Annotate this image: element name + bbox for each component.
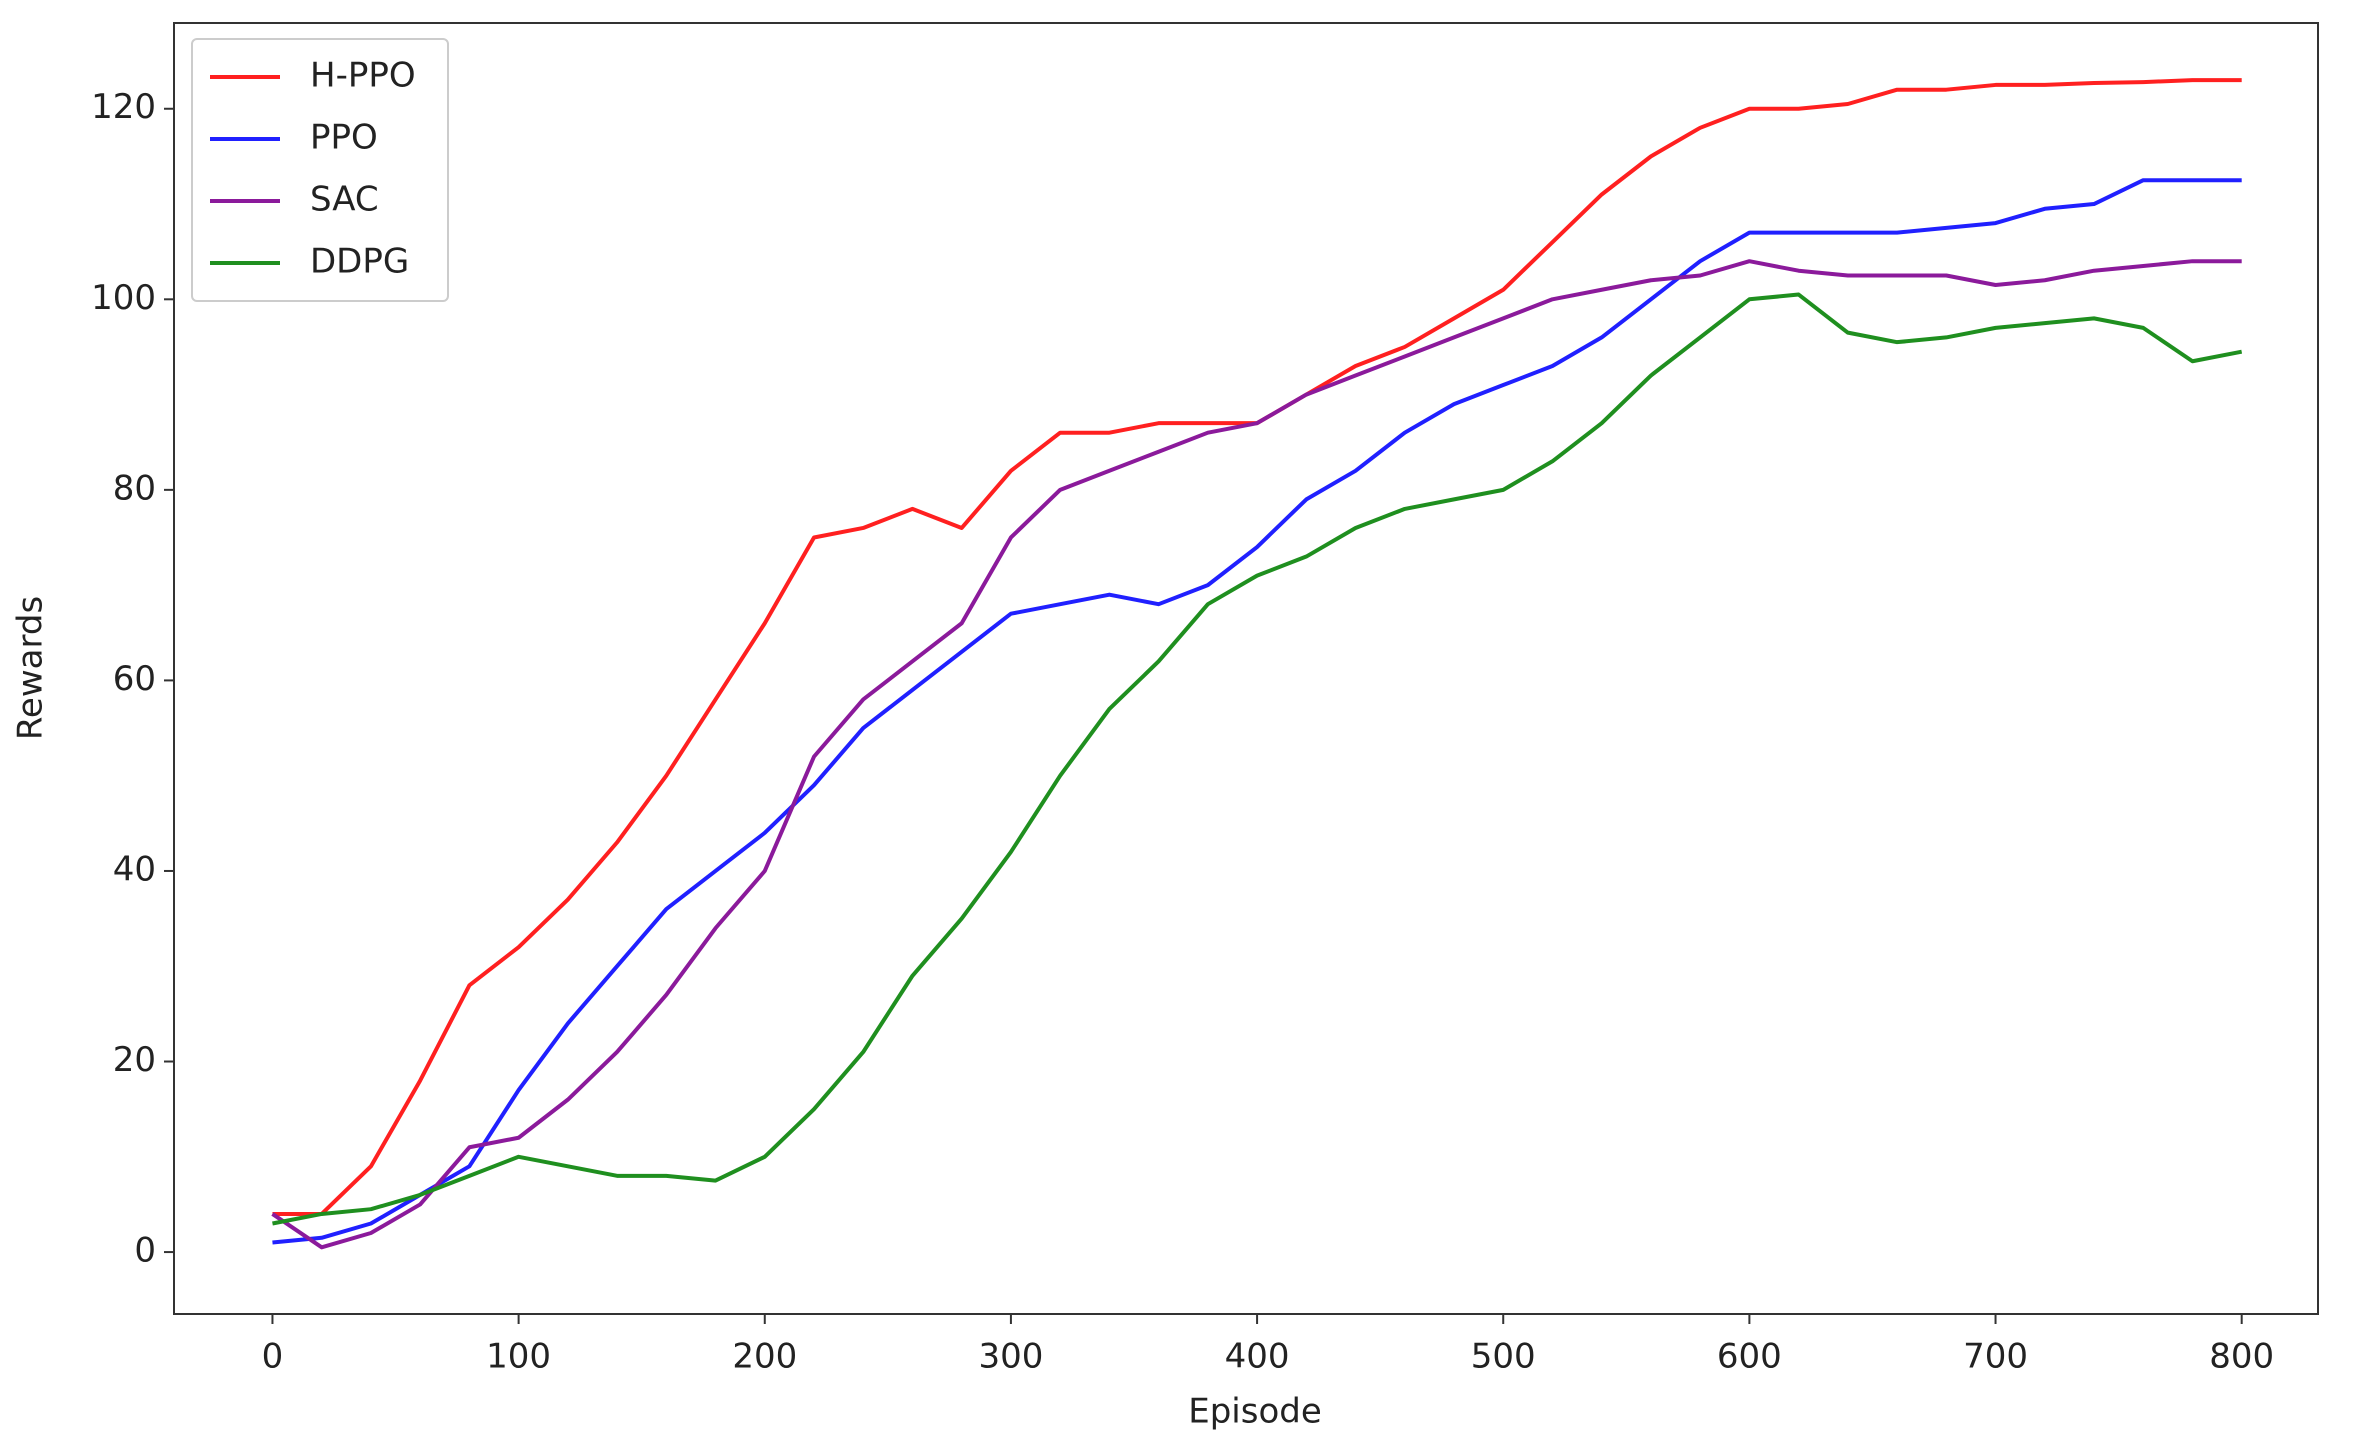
legend-label: H-PPO (310, 56, 416, 96)
legend-label: DDPG (310, 242, 409, 282)
x-tick-label: 0 (262, 1337, 284, 1377)
y-tick-label: 0 (134, 1231, 156, 1271)
y-tick-label: 20 (113, 1040, 156, 1080)
y-tick-label: 120 (91, 87, 156, 127)
x-tick-label: 300 (978, 1337, 1043, 1377)
legend-label: PPO (310, 118, 378, 158)
y-tick-label: 60 (113, 659, 156, 699)
legend-label: SAC (310, 180, 379, 220)
y-tick-label: 80 (113, 468, 156, 508)
x-tick-label: 700 (1963, 1337, 2028, 1377)
y-tick-label: 100 (91, 278, 156, 318)
y-tick-label: 40 (113, 849, 156, 889)
series-line (272, 292, 2243, 1226)
x-tick-label: 800 (2209, 1337, 2274, 1377)
legend-box (191, 38, 449, 302)
x-axis-label: Episode (1188, 1392, 1322, 1432)
series-line (271, 259, 2242, 1250)
plot-frame (173, 22, 2319, 1315)
x-tick-label: 100 (486, 1337, 551, 1377)
y-axis-label: Rewards (11, 596, 51, 740)
x-tick-label: 400 (1225, 1337, 1290, 1377)
series-line (272, 78, 2242, 1216)
x-tick-label: 200 (732, 1337, 797, 1377)
x-tick-label: 500 (1471, 1337, 1536, 1377)
series-line (272, 178, 2242, 1245)
x-tick-label: 600 (1717, 1337, 1782, 1377)
